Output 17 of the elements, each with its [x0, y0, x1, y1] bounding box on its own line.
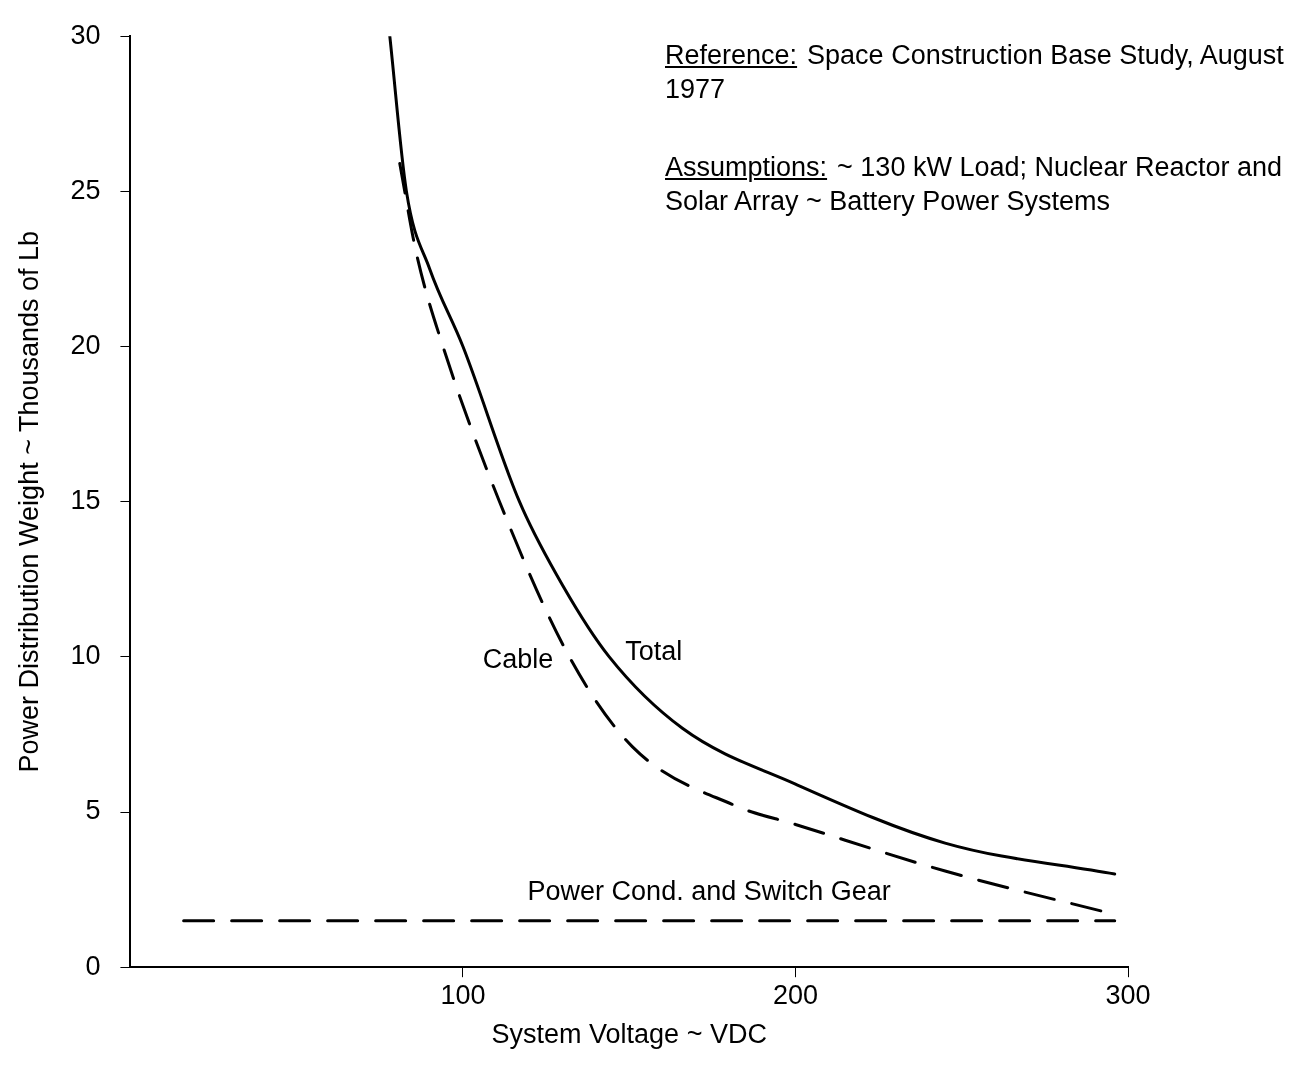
y-tick-label: 15: [70, 485, 101, 516]
y-tick-label: 30: [70, 19, 101, 50]
y-tick-label: 0: [85, 950, 101, 981]
y-tick-label: 20: [70, 329, 101, 360]
annotation: Assumptions: ~ 130 kW Load; Nuclear Reactor and Solar Array ~ Battery Power Systems: [665, 151, 1284, 218]
y-axis-title: Power Distribution Weight ~ Thousands of Lb: [13, 230, 44, 773]
series-label: Cable: [482, 644, 554, 675]
x-tick-label: 300: [1105, 979, 1151, 1010]
series-label: Power Cond. and Switch Gear: [527, 876, 891, 907]
text: Reference: Space Construction Base Study, August 1977: [665, 40, 1284, 104]
series-label: Total: [625, 636, 683, 667]
y-tick-label: 5: [85, 795, 101, 826]
y-tick-label: 25: [70, 174, 101, 205]
x-tick-label: 100: [440, 979, 486, 1010]
x-tick-label: 200: [772, 979, 819, 1010]
x-axis-title: System Voltage ~ VDC: [491, 1019, 767, 1050]
y-tick-label: 10: [70, 640, 101, 671]
